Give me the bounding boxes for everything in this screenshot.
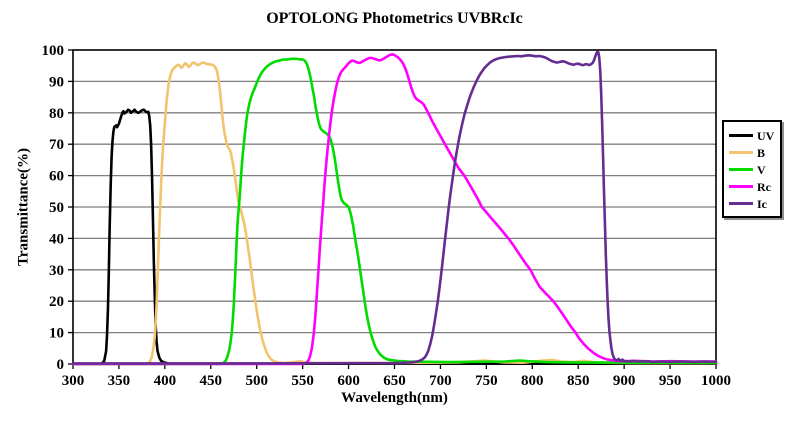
legend-swatch-UV	[729, 134, 753, 137]
x-tick-label: 750	[475, 373, 498, 389]
x-tick-label: 950	[659, 373, 682, 389]
legend-item-label: UV	[757, 128, 775, 143]
legend-item: V	[729, 161, 774, 178]
y-tick-label: 60	[49, 169, 64, 185]
legend-swatch-Rc	[729, 185, 753, 188]
y-axis-label: Transmittance(%)	[15, 147, 32, 267]
legend-swatch-V	[729, 168, 753, 171]
legend-item: Rc	[729, 178, 774, 195]
legend-item-label: Rc	[757, 179, 771, 194]
legend-item: UV	[729, 127, 774, 144]
x-tick-label: 600	[337, 373, 360, 389]
x-tick-label: 850	[567, 373, 590, 389]
series-Rc	[71, 53, 718, 366]
legend-item-label: Ic	[757, 196, 767, 211]
series-UV	[71, 108, 718, 366]
x-tick-label: 500	[245, 373, 268, 389]
y-tick-label: 0	[57, 357, 65, 373]
x-tick-label: 300	[62, 373, 85, 389]
x-tick-label: 400	[154, 373, 177, 389]
series-Ic	[71, 50, 718, 365]
series-V	[71, 57, 718, 366]
legend: UV B V Rc Ic	[722, 120, 783, 218]
series-B	[71, 61, 718, 366]
x-tick-label: 900	[613, 373, 636, 389]
legend-swatch-Ic	[729, 202, 753, 205]
x-tick-label: 800	[521, 373, 544, 389]
legend-item: B	[729, 144, 774, 161]
chart-title: OPTOLONG Photometrics UVBRcIc	[266, 10, 523, 27]
y-tick-label: 30	[49, 263, 64, 279]
legend-item-label: B	[757, 145, 766, 160]
x-tick-label: 700	[429, 373, 452, 389]
x-tick-label: 550	[291, 373, 314, 389]
y-tick-label: 100	[42, 43, 65, 59]
x-tick-label: 1000	[701, 373, 731, 389]
legend-item: Ic	[729, 195, 774, 212]
y-tick-label: 40	[49, 231, 64, 247]
y-tick-label: 90	[49, 74, 64, 90]
x-tick-label: 350	[108, 373, 131, 389]
x-tick-label: 650	[383, 373, 406, 389]
x-axis-label: Wavelength(nm)	[341, 390, 448, 406]
legend-swatch-B	[729, 151, 753, 154]
y-tick-label: 20	[49, 294, 64, 310]
x-tick-label: 450	[200, 373, 223, 389]
legend-item-label: V	[757, 162, 766, 177]
y-tick-label: 10	[49, 326, 64, 342]
y-tick-label: 80	[49, 106, 64, 122]
y-tick-label: 50	[49, 200, 64, 216]
y-tick-label: 70	[49, 137, 64, 153]
